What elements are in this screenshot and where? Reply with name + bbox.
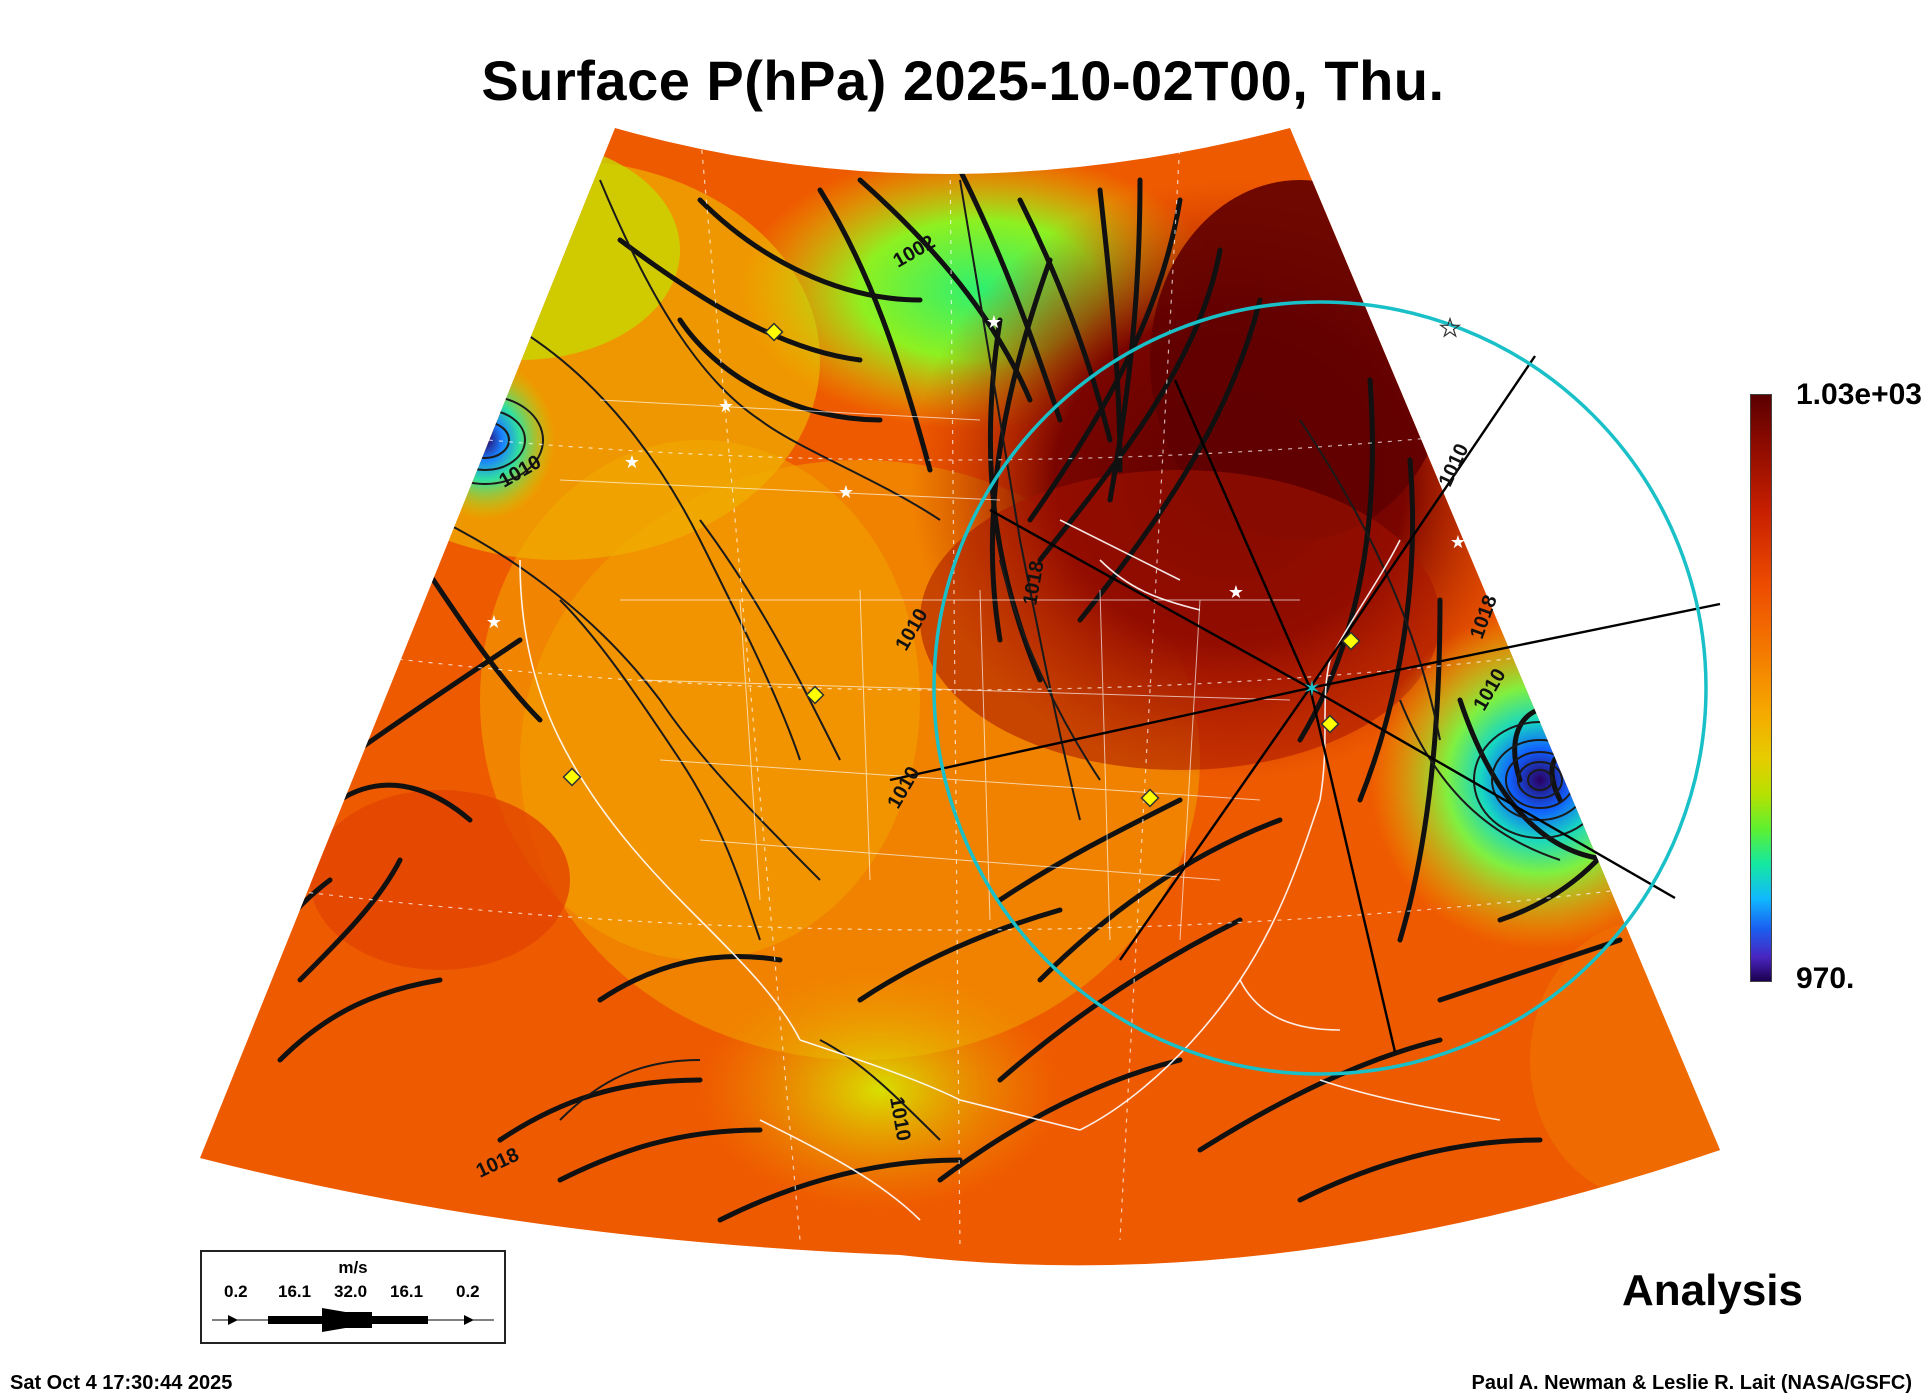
pressure-field <box>200 128 1720 1266</box>
wind-legend-arrow <box>212 1308 494 1332</box>
wind-legend-tick: 16.1 <box>278 1282 312 1301</box>
diamond-marker <box>805 685 825 705</box>
map-title: Surface P(hPa) 2025-10-02T00, Thu. <box>481 49 1445 112</box>
colorbar-max-label: 1.03e+03 <box>1796 378 1922 411</box>
colorbar-min-label: 970. <box>1796 962 1855 995</box>
wind-speed-legend: m/s 0.2 16.1 32.0 16.1 0.2 <box>200 1250 506 1344</box>
graticule <box>209 129 1701 1251</box>
radial-lines <box>889 355 1721 1053</box>
wind-legend-tick: 0.2 <box>224 1282 248 1301</box>
station-markers: ★ ★ ★ ★ ★ ★ ★ ★ ✶ <box>486 312 1466 808</box>
wind-legend-tick: 32.0 <box>334 1282 368 1301</box>
diamond-marker <box>1320 714 1340 734</box>
diamond-marker <box>562 767 582 787</box>
footer-timestamp: Sat Oct 4 17:30:44 2025 <box>10 1372 233 1394</box>
star-marker: ★ <box>838 482 854 502</box>
storm-center: ✶ <box>1303 676 1321 701</box>
wind-legend-units: m/s <box>338 1258 368 1277</box>
state-borders <box>559 399 1300 941</box>
star-marker: ★ <box>1228 582 1244 602</box>
star-marker: ★ <box>486 612 502 632</box>
star-marker: ★ <box>1439 315 1461 342</box>
star-marker: ★ <box>986 312 1002 332</box>
star-marker: ★ <box>718 396 734 416</box>
pressure-colorbar <box>1750 394 1772 982</box>
star-marker: ★ <box>624 452 640 472</box>
range-ring <box>932 300 1708 1076</box>
diamond-marker <box>1341 631 1361 651</box>
footer-credit: Paul A. Newman & Leslie R. Lait (NASA/GS… <box>1471 1372 1912 1394</box>
wind-legend-tick: 16.1 <box>390 1282 424 1301</box>
wind-legend-tick: 0.2 <box>456 1282 480 1301</box>
diamond-marker <box>1140 788 1160 808</box>
analysis-label: Analysis <box>1622 1266 1803 1315</box>
coastlines <box>519 519 1501 1221</box>
contour-label: 1010 <box>1435 440 1474 490</box>
diamond-marker <box>764 322 784 342</box>
star-marker: ★ <box>1450 532 1466 552</box>
